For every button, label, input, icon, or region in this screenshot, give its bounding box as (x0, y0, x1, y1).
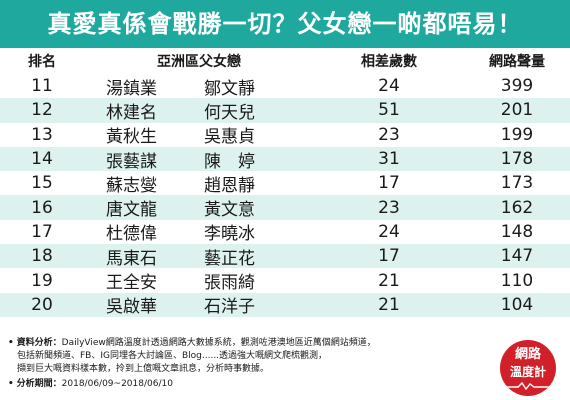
header-rank: 排名 (28, 54, 56, 70)
volume-cell: 199 (500, 124, 534, 145)
table-row: 20 吳啟華 石洋子 21 104 (0, 292, 570, 317)
father-name: 王全安 (106, 273, 157, 294)
pair-cell: 蘇志燮 趙恩靜 (84, 171, 314, 196)
rank-cell: 14 (31, 149, 53, 170)
daughter-name: 李曉冰 (204, 224, 255, 245)
rank-cell: 18 (31, 246, 53, 267)
pair-cell: 吳啟華 石洋子 (84, 292, 314, 317)
father-name: 張藝謀 (106, 151, 157, 172)
daughter-name: 陳 婷 (204, 151, 255, 172)
period-value: 2018/06/09~2018/06/10 (61, 379, 173, 389)
volume-cell: 147 (500, 246, 534, 267)
table-row: 13 黃秋生 吳惠貞 23 199 (0, 122, 570, 147)
pair-cell: 張藝謀 陳 婷 (84, 147, 314, 172)
age-gap-cell: 23 (378, 124, 400, 145)
header-volume: 網路聲量 (489, 54, 545, 70)
age-gap-cell: 31 (378, 149, 400, 170)
volume-cell: 104 (500, 294, 534, 315)
table-row: 14 張藝謀 陳 婷 31 178 (0, 146, 570, 172)
age-gap-cell: 24 (378, 221, 400, 242)
table-header-row: 排名 亞洲區父女戀 相差歲數 網路聲量 (0, 48, 570, 74)
rank-cell: 17 (31, 221, 53, 242)
logo-text-top: 網路 (514, 347, 541, 362)
pulse-wave-icon (506, 382, 550, 390)
rank-cell: 19 (31, 270, 53, 291)
father-name: 蘇志燮 (106, 175, 157, 196)
father-name: 湯鎮業 (106, 78, 157, 99)
daughter-name: 藝正花 (204, 248, 255, 269)
analysis-label: 資料分析： (16, 338, 62, 348)
father-name: 唐文龍 (106, 200, 157, 221)
age-gap-cell: 17 (378, 246, 400, 267)
age-gap-cell: 17 (378, 173, 400, 194)
volume-cell: 148 (500, 221, 534, 242)
table-row: 19 王全安 張雨綺 21 110 (0, 268, 570, 293)
rank-cell: 20 (31, 294, 53, 315)
rank-cell: 12 (31, 100, 53, 121)
volume-cell: 110 (500, 270, 534, 291)
volume-cell: 173 (500, 173, 534, 194)
daughter-name: 張雨綺 (204, 273, 255, 294)
father-name: 吳啟華 (106, 297, 157, 318)
table-row: 11 湯鎮業 鄒文靜 24 399 (0, 74, 570, 99)
analysis-text-3: 擷到巨大嘅資料樣本數，拎到上億嘅文章訊息，分析時事數據。 (17, 364, 270, 374)
pair-cell: 唐文龍 黃文意 (84, 195, 314, 220)
analysis-note: • 資料分析：DailyView網路溫度計透過網路大數據系統，觀測咗港澳地區近萬… (8, 337, 376, 350)
father-name: 馬東石 (106, 248, 157, 269)
logo-text-bottom: 溫度計 (509, 365, 546, 379)
age-gap-cell: 21 (378, 270, 400, 291)
bullet-icon: • (8, 338, 14, 348)
volume-cell: 201 (500, 100, 534, 121)
father-name: 杜德偉 (106, 224, 157, 245)
rank-cell: 15 (31, 173, 53, 194)
rank-cell: 11 (31, 76, 53, 97)
table-row: 12 林建名 何天兒 51 201 (0, 98, 570, 123)
table-row: 17 杜德偉 李曉冰 24 148 (0, 219, 570, 244)
page-title: 真愛真係會戰勝一切？父女戀一啲都唔易！ (0, 0, 570, 48)
pair-cell: 馬東石 藝正花 (84, 244, 314, 269)
period-note: • 分析期間：2018/06/09~2018/06/10 (8, 378, 173, 391)
daughter-name: 趙恩靜 (204, 175, 255, 196)
father-name: 林建名 (106, 102, 157, 123)
bullet-icon: • (8, 379, 14, 389)
pair-cell: 杜德偉 李曉冰 (84, 219, 314, 244)
daughter-name: 鄒文靜 (204, 78, 255, 99)
table-row: 15 蘇志燮 趙恩靜 17 173 (0, 171, 570, 196)
daughter-name: 石洋子 (204, 297, 255, 318)
period-label: 分析期間： (16, 379, 62, 389)
notes-section: • 資料分析：DailyView網路溫度計透過網路大數據系統，觀測咗港澳地區近萬… (0, 336, 570, 400)
rank-cell: 13 (31, 124, 53, 145)
age-gap-cell: 23 (378, 197, 400, 218)
header-age-gap: 相差歲數 (361, 54, 417, 70)
analysis-text-1: DailyView網路溫度計透過網路大數據系統，觀測咗港澳地區近萬個網站頻道， (61, 338, 376, 348)
pair-cell: 林建名 何天兒 (84, 98, 314, 123)
pair-cell: 王全安 張雨綺 (84, 268, 314, 293)
header-pair: 亞洲區父女戀 (157, 54, 241, 70)
volume-cell: 399 (500, 76, 534, 97)
table-row: 16 唐文龍 黃文意 23 162 (0, 195, 570, 220)
analysis-text-2: 包括新聞頻道、FB、IG同埋各大討論區、Blog......透過強大嘅網文爬梳觀… (17, 351, 328, 361)
pair-cell: 湯鎮業 鄒文靜 (84, 74, 314, 99)
volume-cell: 162 (500, 197, 534, 218)
age-gap-cell: 21 (378, 294, 400, 315)
daughter-name: 黃文意 (204, 200, 255, 221)
daughter-name: 吳惠貞 (204, 127, 255, 148)
rank-cell: 16 (31, 197, 53, 218)
volume-cell: 178 (500, 149, 534, 170)
ranking-table: 排名 亞洲區父女戀 相差歲數 網路聲量 11 湯鎮業 鄒文靜 24 399 12 林建名 何天… (0, 48, 570, 317)
father-name: 黃秋生 (106, 127, 157, 148)
table-row: 18 馬東石 藝正花 17 147 (0, 244, 570, 269)
age-gap-cell: 24 (378, 76, 400, 97)
daughter-name: 何天兒 (204, 102, 255, 123)
dailyview-logo: 網路 溫度計 (500, 340, 556, 396)
pair-cell: 黃秋生 吳惠貞 (84, 122, 314, 147)
age-gap-cell: 51 (378, 100, 400, 121)
